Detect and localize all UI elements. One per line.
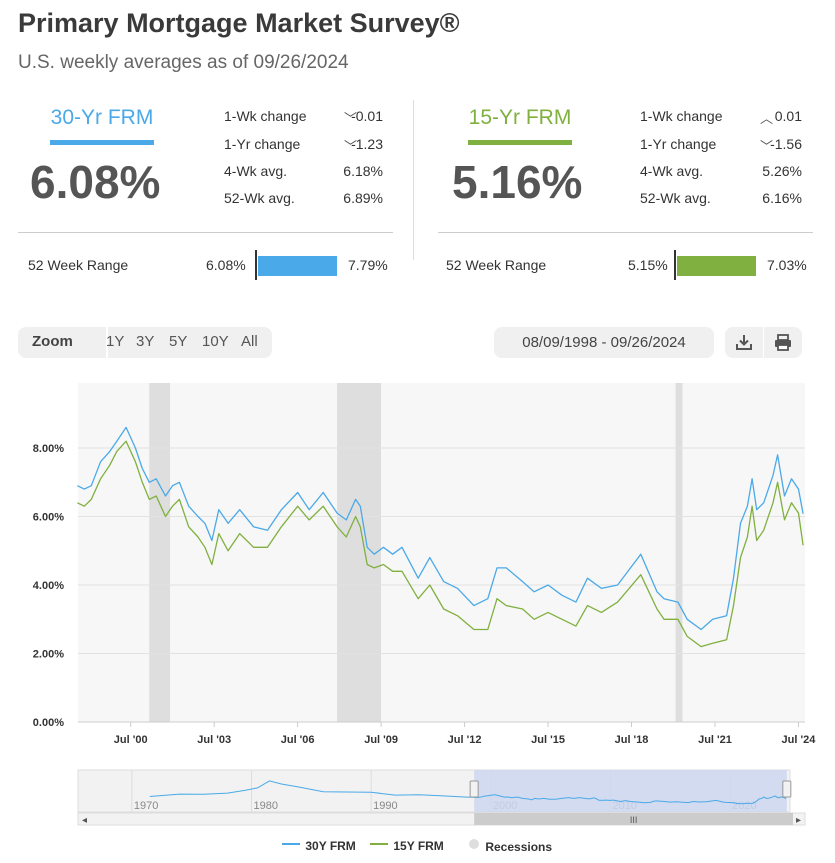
legend-swatch-recessions [469,839,479,849]
stat-label: 1-Wk change [640,108,723,124]
stat-value: 0.01 [774,108,802,124]
navigator-series-line [149,780,787,805]
stat-label: 1-Yr change [224,136,301,152]
panel-separator [413,100,414,260]
scroll-right-arrow[interactable]: ▸ [796,815,801,826]
stat-value: 6.18% [343,163,383,179]
zoom-label: Zoom [32,333,73,350]
x-tick-label: Jul '06 [281,734,315,746]
plot-background [78,383,805,722]
rate-underline-30yr [50,140,154,145]
stat-label: 52-Wk avg. [224,190,295,206]
range-low-15yr: 5.15% [628,257,668,273]
panel-divider [438,232,813,233]
legend-swatch-15y [370,843,388,845]
rate-value-30yr: 6.08% [30,156,161,208]
series-line-15y [77,440,804,648]
y-tick-label: 0.00% [33,717,64,729]
zoom-toolbar: Zoom 1Y 3Y 5Y 10Y All [18,327,272,358]
navigator-handle-left[interactable] [469,780,479,798]
rate-underline-15yr [468,140,572,145]
zoom-1y-button[interactable]: 1Y [106,333,125,350]
chevron-down-icon: ﹀ [344,139,358,154]
range-label-15yr: 52 Week Range [446,257,547,273]
stat-value: -1.56 [770,136,802,152]
stat-label: 4-Wk avg. [640,163,704,179]
navigator-handle-right[interactable] [782,780,792,798]
x-tick-label: Jul '24 [782,734,817,746]
x-tick-label: Jul '00 [114,734,148,746]
y-tick-label: 4.00% [33,580,64,592]
stat-label: 52-Wk avg. [640,190,711,206]
rate-value-15yr: 5.16% [452,156,583,208]
range-marker-30yr [255,250,257,280]
legend-label: Recessions [485,839,553,854]
x-tick-label: Jul '15 [531,734,565,746]
navigator-tick-label: 1980 [254,800,278,812]
x-tick-label: Jul '12 [448,734,482,746]
stat-value: 6.16% [762,190,802,206]
stat-value: 6.89% [343,190,383,206]
x-tick-label: Jul '21 [698,734,732,746]
stat-value: -1.23 [351,136,383,152]
navigator-selection [474,770,787,812]
recession-band [337,383,382,722]
legend-swatch-30y [282,843,300,845]
scrollbar-grip: III [630,815,638,825]
stat-value: 5.26% [762,163,802,179]
zoom-5y-button[interactable]: 5Y [169,333,188,350]
stat-value: -0.01 [351,108,383,124]
legend-item-recessions[interactable]: Recessions [468,838,552,854]
rate-panel-30yr: 30-Yr FRM 6.08% 1-Wk change ﹀ -0.01 1-Yr… [18,100,393,285]
page-subtitle: U.S. weekly averages as of 09/26/2024 [18,52,349,73]
recession-band [149,383,171,722]
zoom-all-button[interactable]: All [241,333,258,350]
legend-label: 15Y FRM [393,838,444,853]
x-tick-label: Jul '03 [197,734,231,746]
print-button[interactable] [764,327,802,358]
zoom-3y-button[interactable]: 3Y [136,333,155,350]
rate-name-15yr: 15-Yr FRM [468,106,572,129]
range-high-30yr: 7.79% [348,257,388,273]
date-range-display[interactable]: 08/09/1998 - 09/26/2024 [494,327,714,358]
download-icon [736,335,752,350]
range-marker-15yr [674,250,676,280]
x-tick-label: Jul '18 [615,734,649,746]
range-high-15yr: 7.03% [767,257,807,273]
y-tick-label: 8.00% [33,443,64,455]
x-tick-label: Jul '09 [364,734,398,746]
rate-name-30yr: 30-Yr FRM [50,106,154,129]
zoom-divider [106,327,108,358]
recession-band [675,383,683,722]
page-title: Primary Mortgage Market Survey® [18,8,460,38]
range-bar-15yr [677,256,756,276]
chevron-down-icon: ﹀ [760,139,774,154]
legend-label: 30Y FRM [305,838,356,853]
stat-label: 4-Wk avg. [224,163,288,179]
navigator-tick-label: 1970 [134,800,158,812]
print-icon [775,334,791,351]
series-line-30y [77,426,804,631]
y-tick-label: 6.00% [33,512,64,524]
navigator-tick-label: 1990 [373,800,397,812]
rate-history-chart[interactable]: 0.00% 2.00% 4.00% 6.00% 8.00% Jul '00 Jul '03 J… [0,375,835,835]
stat-label: 1-Yr change [640,136,717,152]
download-button[interactable] [725,327,763,358]
range-label-30yr: 52 Week Range [28,257,129,273]
zoom-10y-button[interactable]: 10Y [202,333,229,350]
stat-label: 1-Wk change [224,108,307,124]
range-low-30yr: 6.08% [206,257,246,273]
panel-divider [18,232,393,233]
scroll-left-arrow[interactable]: ◂ [82,815,87,826]
legend-item-30y[interactable]: 30Y FRM [282,838,356,853]
chevron-up-icon: ︿ [760,111,774,126]
scrollbar-thumb[interactable] [474,813,793,825]
range-bar-30yr [258,256,337,276]
rate-panel-15yr: 15-Yr FRM 5.16% 1-Wk change ︿ 0.01 1-Yr … [438,100,813,285]
legend-item-15y[interactable]: 15Y FRM [370,838,444,853]
y-tick-label: 2.00% [33,649,64,661]
chevron-down-icon: ﹀ [344,111,358,126]
